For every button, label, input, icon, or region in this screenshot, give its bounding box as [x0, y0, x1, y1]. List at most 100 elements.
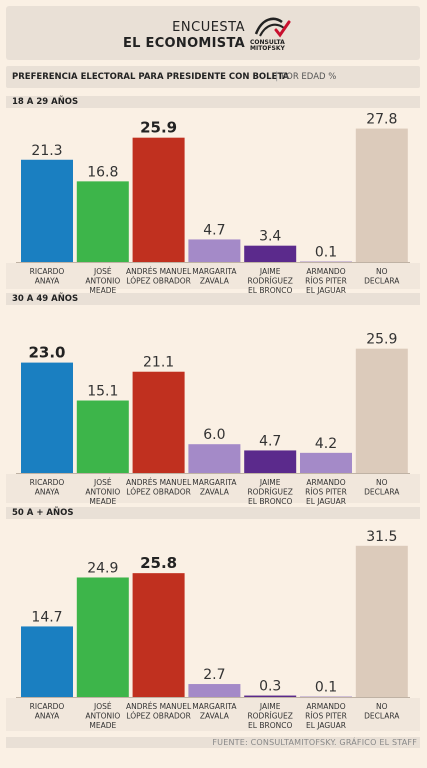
- value-label-anaya: 14.7: [31, 609, 62, 625]
- category-label-lopez-obrador: ANDRÉS MANUEL: [126, 267, 192, 276]
- category-label-anaya: ANAYA: [35, 488, 60, 497]
- category-label-lopez-obrador: ANDRÉS MANUEL: [126, 702, 192, 711]
- category-label-el-bronco: EL BRONCO: [248, 497, 292, 506]
- header-panel: [6, 6, 420, 60]
- category-label-band: [6, 474, 420, 503]
- category-label-zavala: MARGARITA: [192, 267, 237, 276]
- value-label-zavala: 4.7: [203, 222, 225, 238]
- logo-text-consulta: CONSULTA: [250, 39, 285, 46]
- value-label-no-declara: 27.8: [366, 112, 397, 128]
- bar-el-bronco: [244, 245, 297, 262]
- category-label-el-bronco: RODRÍGUEZ: [247, 277, 293, 286]
- category-label-el-jaguar: RÍOS PITER: [305, 488, 347, 497]
- bar-zavala: [188, 684, 241, 697]
- value-label-meade: 24.9: [87, 560, 118, 576]
- value-label-no-declara: 31.5: [366, 529, 397, 545]
- bar-no-declara: [355, 545, 408, 697]
- bar-anaya: [21, 159, 73, 262]
- category-label-el-bronco: RODRÍGUEZ: [247, 712, 293, 721]
- category-label-meade: ANTONIO: [85, 488, 120, 497]
- category-label-zavala: ZAVALA: [200, 712, 230, 721]
- bar-meade: [76, 181, 129, 262]
- value-label-zavala: 2.7: [203, 667, 225, 683]
- value-label-anaya: 23.0: [28, 344, 65, 362]
- category-label-el-jaguar: EL JAGUAR: [306, 497, 346, 506]
- subtitle-separator: |: [275, 71, 279, 82]
- category-label-anaya: ANAYA: [35, 277, 60, 286]
- value-label-el-jaguar: 0.1: [315, 245, 337, 261]
- value-label-el-bronco: 0.3: [259, 679, 281, 695]
- category-label-el-jaguar: ARMANDO: [306, 267, 345, 276]
- mitofsky-logo-icon: [254, 17, 291, 38]
- value-label-lopez-obrador: 25.8: [140, 554, 177, 572]
- section-title-18-29: 18 A 29 AÑOS: [12, 97, 79, 107]
- bar-lopez-obrador: [132, 371, 185, 473]
- section-bar-30-49: [6, 293, 420, 305]
- value-label-meade: 15.1: [87, 384, 118, 400]
- category-label-el-bronco: JAIME: [259, 702, 281, 711]
- category-label-el-bronco: EL BRONCO: [248, 721, 292, 730]
- category-label-lopez-obrador: LÓPEZ OBRADOR: [126, 712, 191, 721]
- section-title-50-plus: 50 A + AÑOS: [12, 508, 74, 518]
- bar-el-jaguar: [300, 452, 352, 473]
- category-label-el-jaguar: RÍOS PITER: [305, 712, 347, 721]
- category-label-el-jaguar: EL JAGUAR: [306, 721, 346, 730]
- category-label-no-declara: NO: [376, 267, 388, 276]
- category-label-zavala: MARGARITA: [192, 702, 237, 711]
- value-label-no-declara: 25.9: [366, 332, 397, 348]
- category-label-zavala: MARGARITA: [192, 478, 237, 487]
- category-label-anaya: RICARDO: [30, 267, 65, 276]
- bar-meade: [76, 577, 129, 697]
- bar-zavala: [188, 239, 241, 262]
- value-label-el-jaguar: 0.1: [315, 680, 337, 696]
- bar-el-bronco: [244, 695, 297, 698]
- category-label-zavala: ZAVALA: [200, 277, 230, 286]
- bar-no-declara: [355, 128, 408, 262]
- category-label-meade: JOSÉ: [93, 478, 112, 487]
- category-label-no-declara: DECLARA: [364, 712, 400, 721]
- bar-lopez-obrador: [132, 573, 185, 697]
- value-label-zavala: 6.0: [203, 427, 225, 443]
- value-label-meade: 16.8: [87, 164, 118, 180]
- bar-lopez-obrador: [132, 137, 185, 262]
- category-label-anaya: RICARDO: [30, 478, 65, 487]
- value-label-lopez-obrador: 21.1: [143, 355, 174, 371]
- bar-anaya: [21, 362, 73, 473]
- category-label-meade: ANTONIO: [85, 712, 120, 721]
- category-label-meade: MEADE: [89, 721, 116, 730]
- value-label-anaya: 21.3: [31, 143, 62, 159]
- bar-el-bronco: [244, 450, 297, 473]
- category-label-band: [6, 698, 420, 731]
- section-title-30-49: 30 A 49 AÑOS: [12, 294, 79, 304]
- subtitle-unit: POR EDAD %: [281, 72, 337, 82]
- category-label-lopez-obrador: ANDRÉS MANUEL: [126, 478, 192, 487]
- category-label-el-bronco: JAIME: [259, 267, 281, 276]
- subtitle-panel: [6, 66, 420, 88]
- section-bar-18-29: [6, 96, 420, 108]
- category-label-el-jaguar: ARMANDO: [306, 702, 345, 711]
- category-label-el-bronco: RODRÍGUEZ: [247, 488, 293, 497]
- header-line1: ENCUESTA: [172, 20, 245, 35]
- category-label-no-declara: NO: [376, 702, 388, 711]
- category-label-band: [6, 263, 420, 289]
- source-panel: [6, 737, 420, 748]
- category-label-no-declara: NO: [376, 478, 388, 487]
- source-note: FUENTE: CONSULTAMITOFSKY. GRÁFICO EL STA…: [212, 738, 417, 747]
- bar-zavala: [188, 444, 241, 473]
- category-label-zavala: ZAVALA: [200, 488, 230, 497]
- category-label-meade: ANTONIO: [85, 277, 120, 286]
- category-label-lopez-obrador: LÓPEZ OBRADOR: [126, 488, 191, 497]
- category-label-no-declara: DECLARA: [364, 488, 400, 497]
- bar-no-declara: [355, 348, 408, 473]
- category-label-meade: JOSÉ: [93, 267, 112, 276]
- value-label-el-bronco: 4.7: [259, 433, 281, 449]
- value-label-el-bronco: 3.4: [259, 229, 281, 245]
- bar-meade: [76, 400, 129, 473]
- chart-subtitle: PREFERENCIA ELECTORAL PARA PRESIDENTE CO…: [12, 72, 290, 82]
- category-label-meade: MEADE: [89, 286, 116, 295]
- category-label-no-declara: DECLARA: [364, 277, 400, 286]
- category-label-lopez-obrador: LÓPEZ OBRADOR: [126, 277, 191, 286]
- category-label-el-jaguar: EL JAGUAR: [306, 286, 346, 295]
- category-label-el-bronco: JAIME: [259, 478, 281, 487]
- section-bar-50-plus: [6, 507, 420, 519]
